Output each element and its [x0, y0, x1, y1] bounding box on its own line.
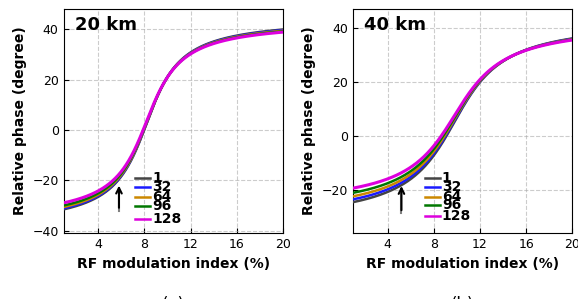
Text: 40 km: 40 km	[364, 16, 426, 34]
X-axis label: RF modulation index (%): RF modulation index (%)	[366, 257, 559, 271]
Text: 96: 96	[442, 198, 461, 212]
Text: 32: 32	[153, 180, 172, 194]
Text: 1: 1	[153, 171, 162, 185]
Y-axis label: Relative phase (degree): Relative phase (degree)	[302, 27, 316, 216]
Text: 128: 128	[153, 212, 181, 226]
X-axis label: RF modulation index (%): RF modulation index (%)	[77, 257, 270, 271]
Text: 1: 1	[442, 171, 451, 185]
Text: (a): (a)	[162, 296, 185, 299]
Text: 20 km: 20 km	[75, 16, 136, 34]
Text: 32: 32	[442, 180, 461, 194]
Text: 96: 96	[153, 199, 172, 213]
Y-axis label: Relative phase (degree): Relative phase (degree)	[13, 27, 27, 216]
Text: 128: 128	[442, 209, 471, 223]
Text: (b): (b)	[451, 296, 475, 299]
Text: 64: 64	[442, 190, 461, 204]
Text: 64: 64	[153, 190, 172, 204]
